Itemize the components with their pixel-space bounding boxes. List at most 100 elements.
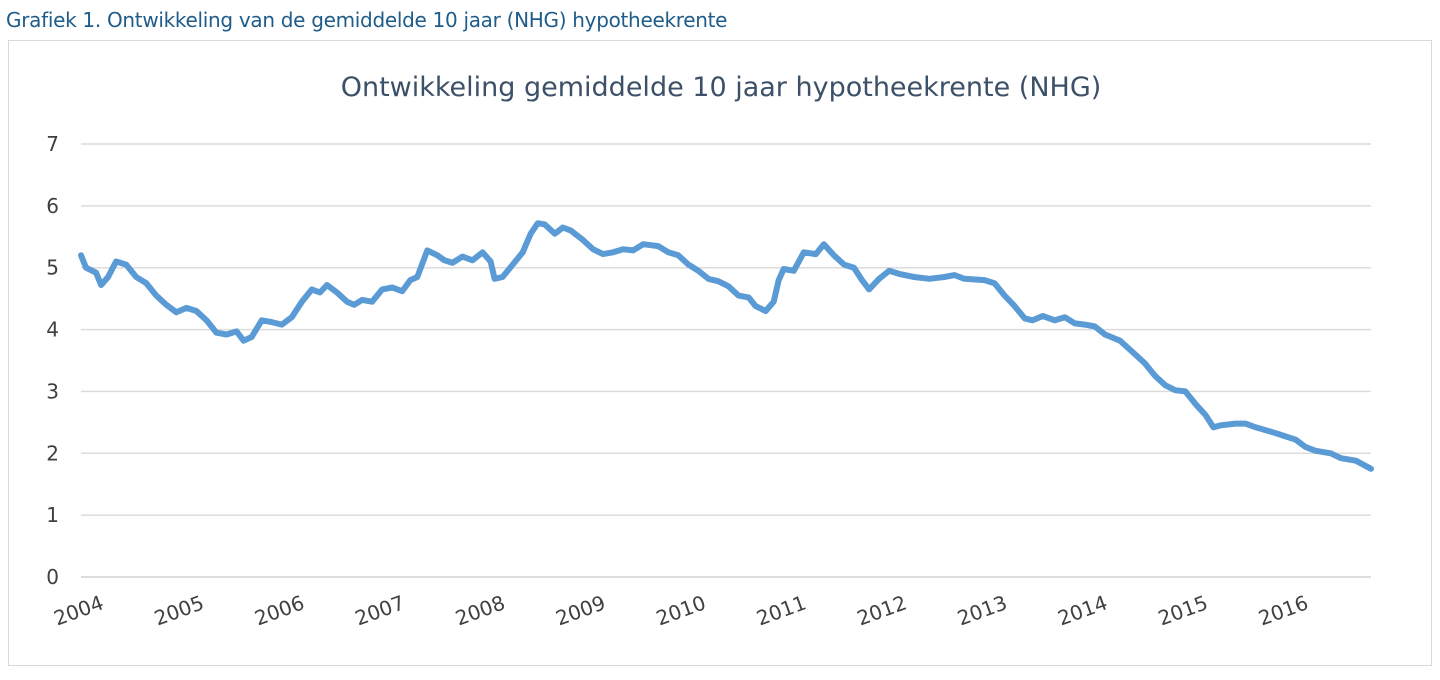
data-point (95, 271, 98, 274)
data-point (727, 285, 730, 288)
data-point (764, 310, 767, 312)
data-point (1294, 438, 1297, 441)
data-point (185, 306, 188, 309)
data-point (155, 294, 158, 297)
y-tick-label: 6 (46, 194, 59, 218)
figure-caption: Grafiek 1. Ontwikkeling van de gemiddeld… (6, 8, 728, 32)
data-point (1234, 422, 1237, 425)
data-point (898, 272, 901, 275)
data-point (792, 269, 795, 272)
data-point (1304, 446, 1307, 449)
data-point (928, 277, 931, 280)
data-point (983, 279, 986, 282)
data-point (1370, 467, 1372, 470)
data-point (135, 276, 138, 278)
data-point (1003, 294, 1006, 297)
data-point (1083, 323, 1086, 326)
x-tick-label: 2016 (1255, 590, 1311, 630)
data-point (1053, 319, 1056, 322)
data-point (1339, 457, 1342, 460)
data-point (326, 284, 328, 286)
x-tick-label: 2014 (1054, 590, 1110, 630)
data-point (1194, 402, 1197, 405)
data-point (737, 294, 740, 297)
data-point (953, 274, 956, 277)
data-point (853, 266, 855, 269)
data-point (963, 277, 966, 280)
data-point (687, 263, 690, 266)
data-point (336, 291, 338, 294)
data-point (451, 261, 454, 264)
data-point (461, 255, 464, 258)
data-point (1093, 325, 1096, 328)
y-tick-label: 7 (46, 132, 59, 156)
x-tick-label: 2011 (753, 590, 809, 630)
x-tick-label: 2004 (51, 590, 107, 630)
data-point (443, 259, 446, 262)
data-point (205, 319, 208, 322)
data-point (861, 279, 863, 282)
data-point (409, 279, 412, 282)
data-point (115, 260, 118, 263)
x-tick-label: 2007 (352, 590, 408, 630)
data-point (569, 229, 572, 232)
data-point (782, 268, 785, 270)
data-point (1204, 413, 1207, 416)
data-point (561, 226, 564, 229)
y-tick-label: 5 (46, 256, 59, 280)
data-point (270, 321, 273, 324)
y-axis-ticks: 0 1 2 3 4 5 6 7 (46, 132, 59, 589)
data-point (489, 260, 492, 263)
data-point (1254, 426, 1257, 429)
data-point (1134, 353, 1137, 356)
data-point (1031, 319, 1034, 322)
x-tick-label: 2008 (452, 590, 508, 630)
data-point (536, 222, 539, 225)
data-point (195, 310, 198, 312)
data-point (543, 223, 546, 226)
chart-frame: Ontwikkeling gemiddelde 10 jaar hypothee… (8, 40, 1432, 666)
chart-title: Ontwikkeling gemiddelde 10 jaar hypothee… (341, 72, 1102, 103)
data-point (642, 243, 645, 246)
data-point (145, 282, 148, 285)
data-point (346, 300, 348, 303)
y-tick-label: 0 (46, 565, 59, 589)
data-point (1041, 315, 1044, 317)
data-point (888, 269, 891, 272)
data-point (250, 336, 253, 338)
data-point (1154, 375, 1157, 377)
data-point (1073, 322, 1076, 325)
data-point (1269, 430, 1272, 433)
x-tick-label: 2010 (653, 590, 709, 630)
data-point (401, 290, 404, 293)
data-point (1104, 333, 1106, 336)
data-point (125, 263, 128, 266)
data-point (215, 331, 218, 334)
data-point (747, 296, 750, 299)
data-point (235, 330, 238, 333)
data-point (754, 305, 757, 308)
data-point (592, 248, 594, 251)
data-point (242, 339, 245, 342)
x-tick-label: 2012 (854, 590, 910, 630)
data-point (1329, 452, 1332, 455)
data-point (100, 284, 103, 286)
data-point (993, 282, 996, 285)
x-axis-ticks: 2004 2005 2006 2007 2008 2009 2010 2011 2012 2013… (51, 590, 1312, 630)
data-point (822, 243, 825, 246)
data-point (481, 251, 484, 254)
data-point (80, 254, 82, 257)
data-point (426, 249, 429, 252)
data-point (832, 254, 835, 257)
y-tick-label: 1 (46, 503, 59, 527)
data-point (667, 251, 670, 254)
data-point (300, 300, 303, 303)
data-point (381, 288, 384, 291)
data-point (913, 276, 916, 278)
x-tick-label: 2009 (553, 590, 609, 630)
data-point (521, 251, 524, 254)
data-point (622, 248, 625, 251)
data-point (657, 245, 660, 248)
data-point (772, 300, 775, 303)
data-point (717, 280, 720, 283)
